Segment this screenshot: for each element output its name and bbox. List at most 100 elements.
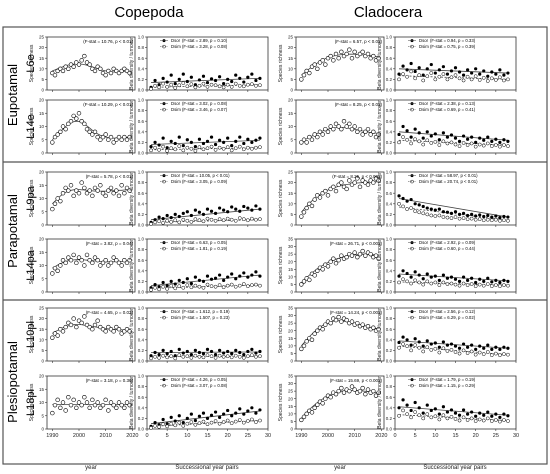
- dsor-point: [161, 348, 165, 352]
- dsim-point: [205, 84, 210, 89]
- dsim-point: [201, 147, 206, 152]
- data-point: [365, 182, 371, 187]
- y-tick-label: 0.4: [386, 129, 393, 134]
- dsor-point: [242, 204, 246, 209]
- y-tick-label: 0.2: [138, 212, 145, 217]
- dsor-point: [409, 343, 413, 347]
- dsim-point: [177, 284, 182, 289]
- dsim-point: [469, 349, 474, 354]
- y-tick-label: 0.6: [138, 56, 145, 61]
- dsor-point: [234, 139, 238, 143]
- dsor-point: [413, 69, 417, 74]
- dsor-point: [226, 349, 230, 354]
- x-tick-label: 10: [432, 433, 438, 439]
- data-point: [55, 268, 60, 273]
- dsim-point: [409, 69, 413, 74]
- legend-label-dsor: Dsor: [419, 173, 429, 178]
- data-point: [336, 55, 341, 61]
- data-point: [349, 55, 355, 61]
- dsor-point: [437, 68, 441, 72]
- dsim-point: [149, 222, 153, 226]
- dsor-point: [405, 403, 409, 407]
- data-point: [52, 201, 58, 207]
- dsor-point: [193, 208, 197, 212]
- dsim-point: [258, 418, 262, 423]
- y-tick-label: 0.8: [386, 108, 393, 113]
- dsim-point: [449, 140, 454, 145]
- dsim-fit-line: [399, 139, 508, 146]
- dsor-point: [230, 205, 234, 209]
- data-point: [116, 134, 122, 140]
- dsor-point: [153, 218, 157, 222]
- data-point: [58, 129, 63, 135]
- x-tick-label: 2010: [100, 433, 112, 439]
- dsor-point: [453, 66, 458, 70]
- y-tick-label: 15: [288, 191, 294, 196]
- data-point: [344, 51, 349, 57]
- data-point: [357, 126, 363, 132]
- dsor-point: [449, 408, 454, 412]
- dsor-point: [218, 348, 222, 352]
- dsim-point: [502, 143, 506, 147]
- dsim-point: [229, 355, 234, 360]
- data-point: [127, 258, 132, 263]
- dsor-point: [425, 67, 429, 71]
- stat-label: (F-stat = 2.92, p = 0.09): [430, 240, 476, 245]
- stat-label: (F-stat = 3.07, p = 0.08): [182, 383, 228, 388]
- dsim-point: [217, 421, 222, 426]
- data-point: [50, 335, 55, 340]
- dsim-point: [461, 281, 466, 286]
- stat-label: (F-stat = 1.612, p = 0.19): [182, 309, 230, 314]
- dsor-point: [425, 206, 429, 210]
- y-tick-label: 0.4: [386, 66, 393, 71]
- dsor-point: [490, 414, 494, 418]
- dsor-point: [222, 412, 226, 416]
- dsor-fit-line: [150, 274, 260, 287]
- dsor-point: [226, 408, 230, 413]
- dsim-point: [413, 278, 418, 283]
- data-point: [68, 258, 74, 263]
- row-label-l10pl: L10pl: [25, 321, 37, 348]
- dsor-point: [445, 343, 450, 347]
- data-point: [331, 58, 336, 63]
- dsim-point: [185, 283, 190, 287]
- dsor-point: [417, 273, 421, 277]
- x-axis-label-year: year: [334, 465, 346, 471]
- data-point: [307, 134, 312, 140]
- data-point: [68, 183, 74, 188]
- y-tick-label: 0: [290, 151, 293, 156]
- dsor-point: [161, 280, 165, 285]
- dsim-point: [217, 283, 222, 287]
- dsim-point: [409, 415, 413, 420]
- data-point: [98, 263, 103, 268]
- dsor-point: [230, 351, 234, 356]
- panel-cladocera-richness-l10pl: 0 5 10 15 20 25 30 35 Species richness (F-stat = …: [278, 306, 385, 364]
- dsim-point: [221, 146, 226, 151]
- dsim-point: [409, 141, 413, 146]
- dsim-point: [229, 148, 234, 153]
- data-point: [87, 188, 92, 193]
- data-point: [122, 191, 127, 196]
- plot-frame: [46, 375, 136, 430]
- data-point: [119, 137, 124, 142]
- y-tick-label: 25: [39, 35, 45, 40]
- dsim-fit-line: [151, 355, 260, 358]
- y-tick-label: 10: [288, 124, 294, 129]
- dsor-point: [421, 344, 425, 348]
- dsor-point: [457, 139, 462, 143]
- data-point: [328, 53, 333, 59]
- data-point: [114, 405, 119, 410]
- dsim-point: [185, 354, 190, 359]
- data-point: [312, 62, 317, 67]
- y-tick-label: 0.4: [138, 129, 145, 134]
- y-tick-label: 0.8: [138, 108, 145, 113]
- y-tick-label: 0.2: [386, 77, 393, 82]
- data-point: [328, 259, 333, 264]
- y-tick-label: 30: [288, 381, 294, 386]
- stat-label: (F-stat = 6.63, p = 0.05): [182, 240, 228, 245]
- data-point: [333, 391, 339, 397]
- data-point: [50, 410, 55, 416]
- data-point: [103, 329, 108, 334]
